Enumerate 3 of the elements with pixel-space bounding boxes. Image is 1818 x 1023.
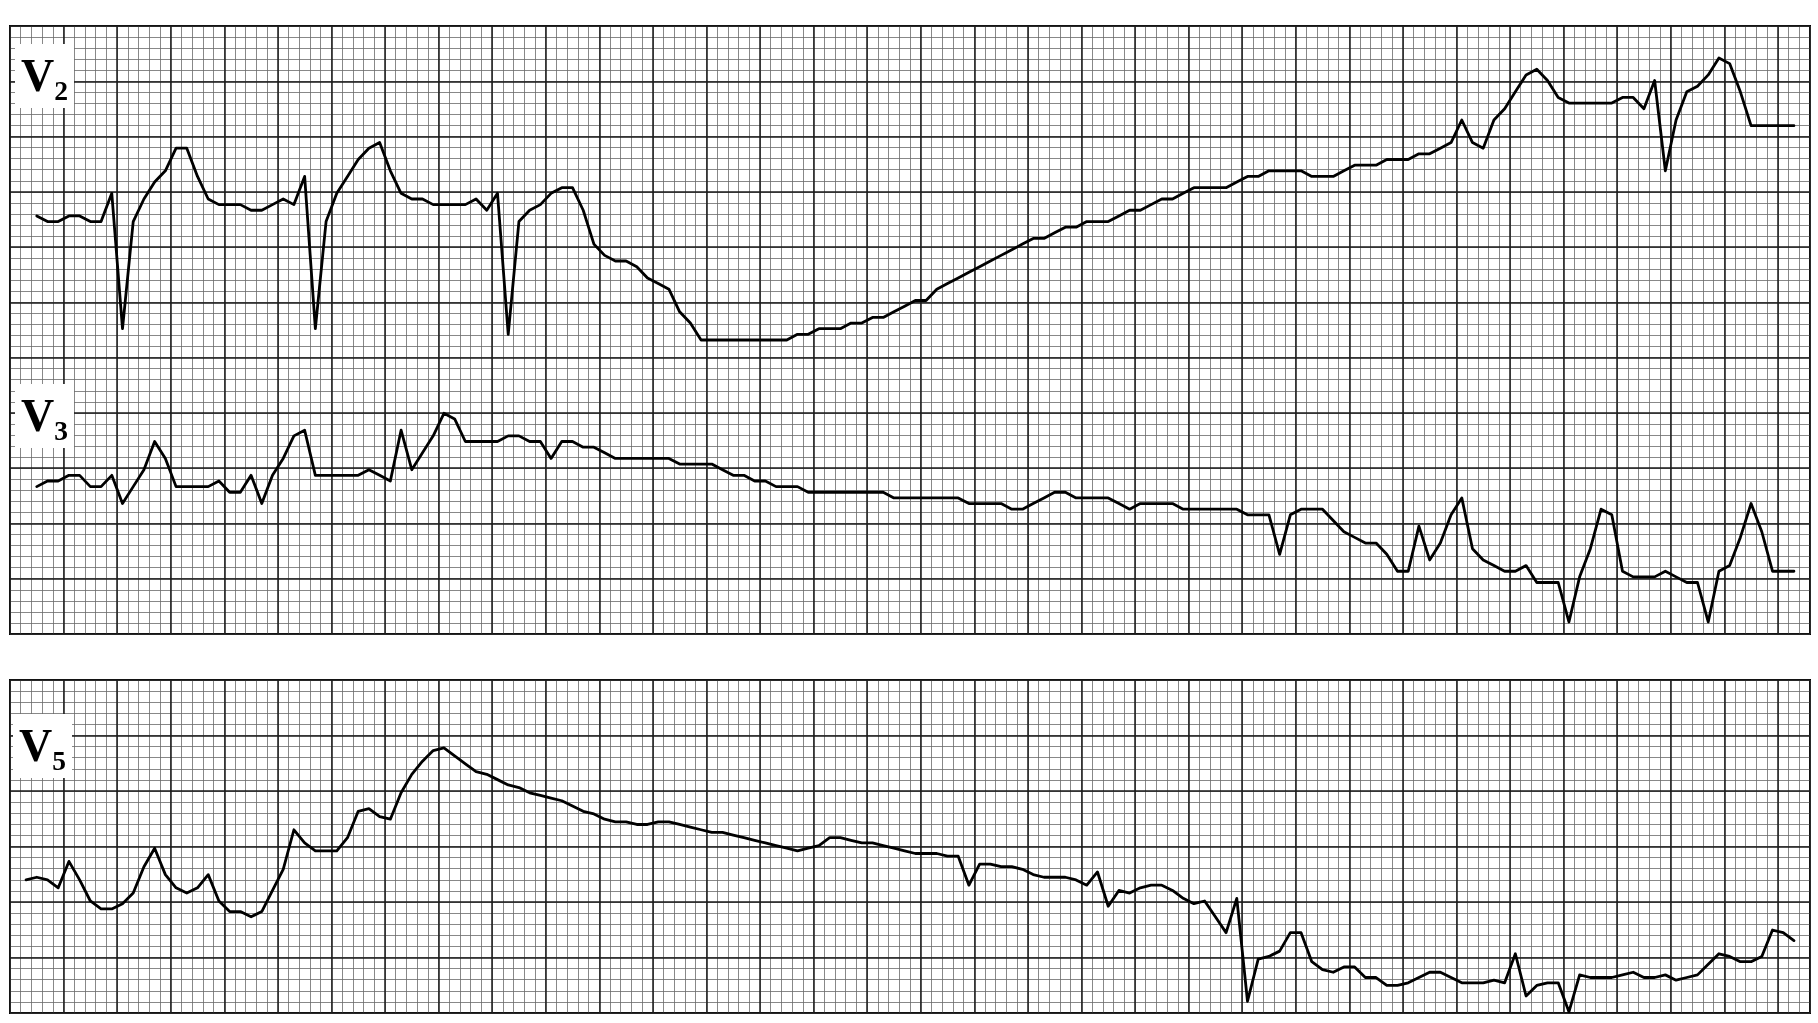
series-label: V₃ [21, 389, 69, 441]
series-label: V₅ [19, 719, 67, 771]
text: V₂ [21, 49, 69, 101]
